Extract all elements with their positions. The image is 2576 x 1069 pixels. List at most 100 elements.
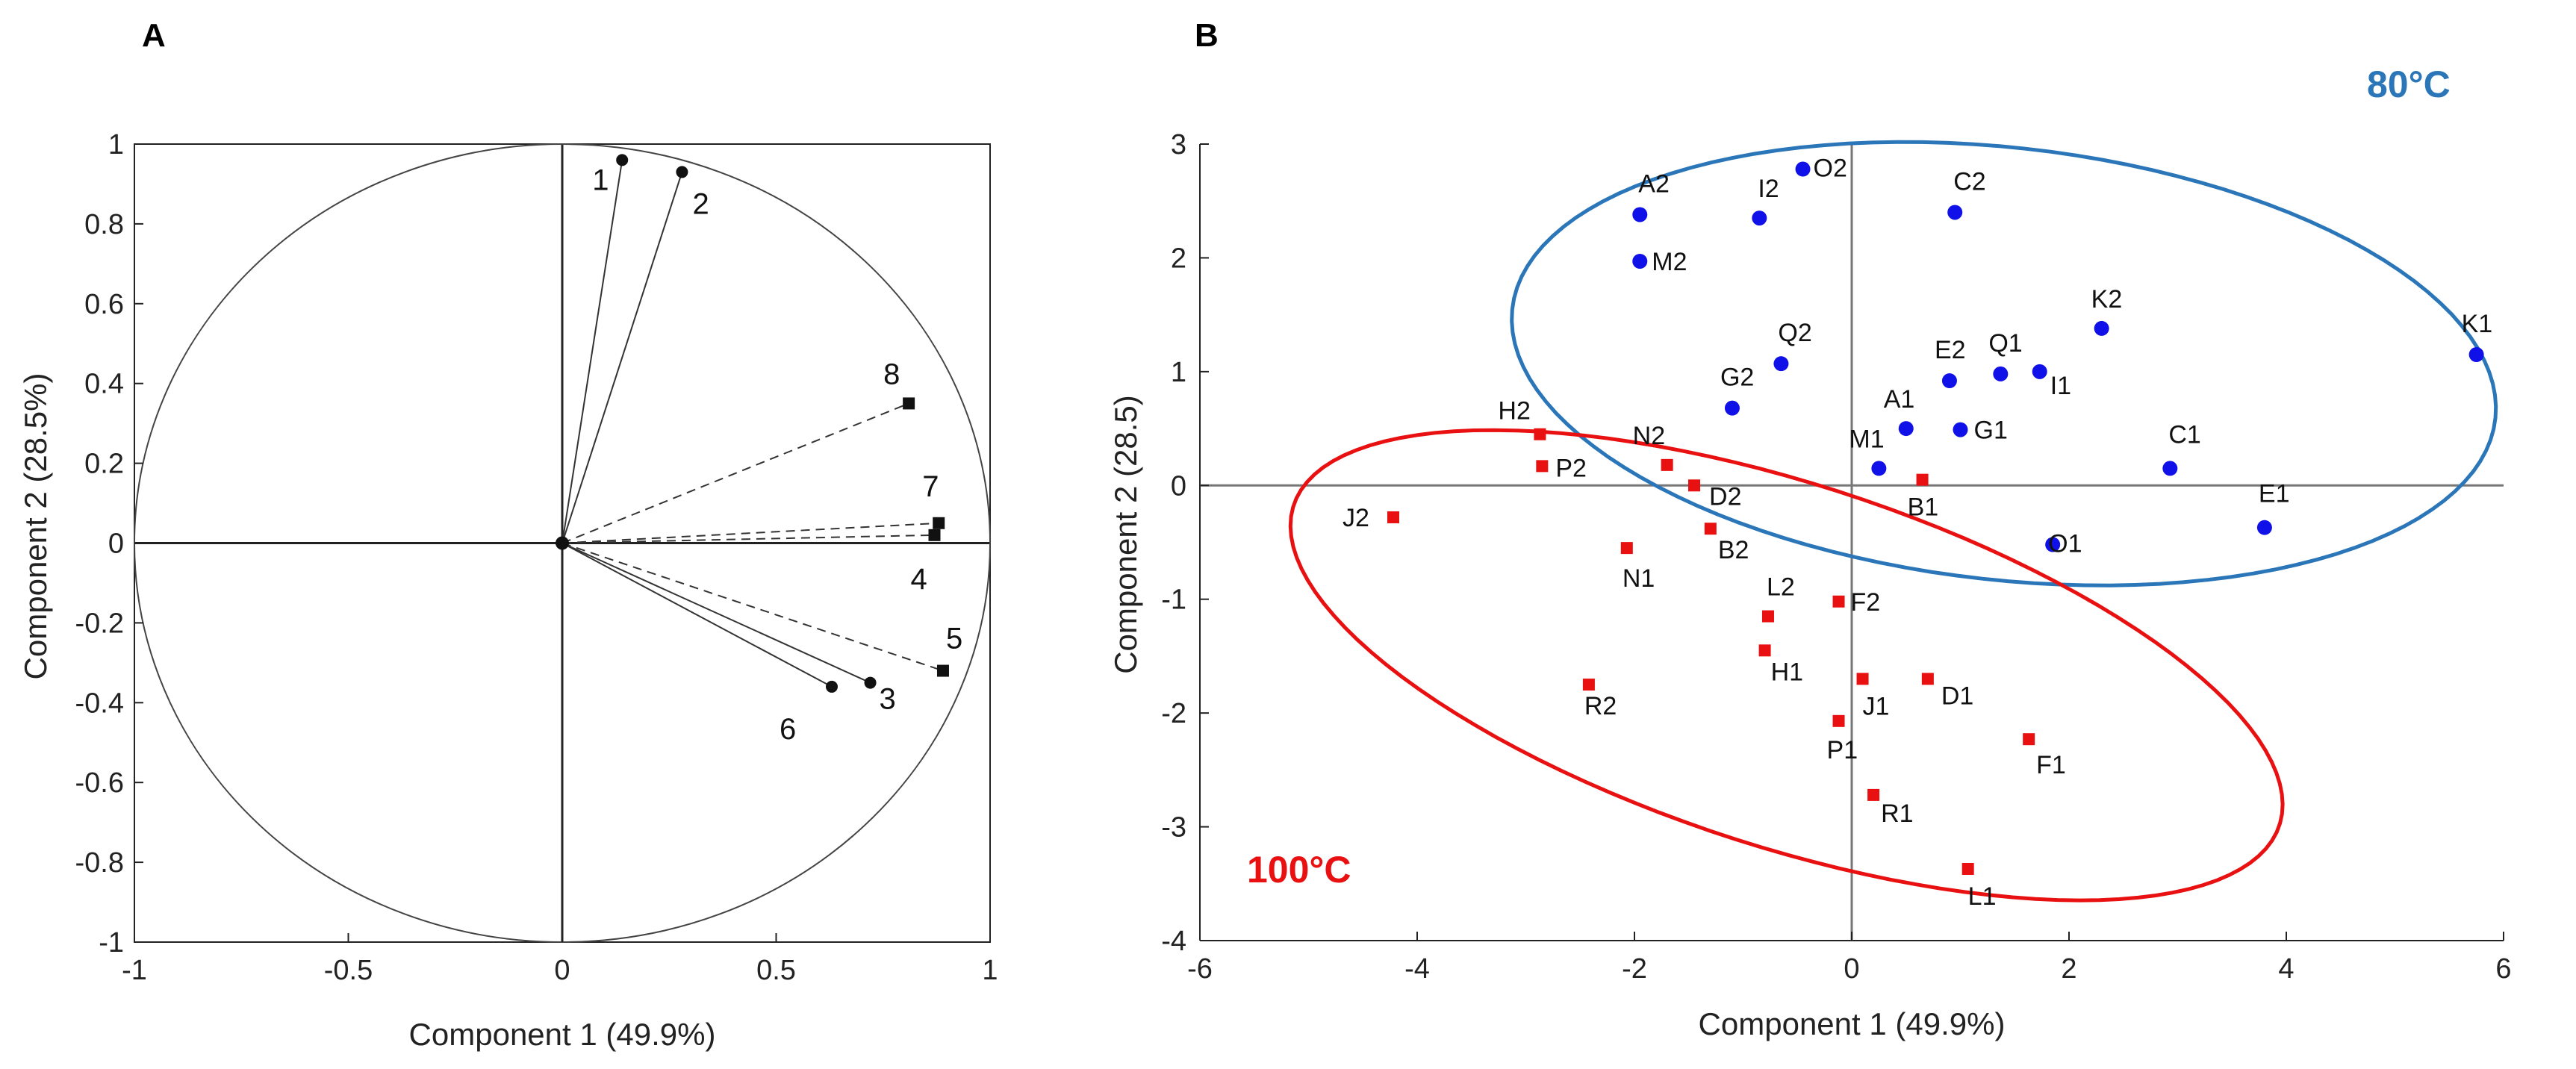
ellipse-100c (1288, 428, 2285, 903)
point-marker-M2 (1632, 254, 1648, 269)
vector-marker-7 (933, 517, 945, 529)
point-label-H2: H2 (1498, 397, 1530, 426)
point-marker-M1 (1871, 461, 1887, 476)
point-marker-K2 (2094, 320, 2109, 336)
point-label-M1: M1 (1849, 425, 1884, 453)
vector-label-7: 7 (922, 470, 939, 503)
point-label-Q1: Q1 (1988, 329, 2022, 358)
panel-a-letter: A (142, 17, 166, 54)
vector-label-2: 2 (692, 187, 709, 220)
point-marker-G2 (1724, 400, 1740, 416)
panel-b-x-tick-label: -6 (1187, 953, 1213, 985)
point-label-O2: O2 (1814, 155, 1847, 183)
panel-a-x-tick-label: 0 (554, 955, 570, 986)
point-marker-R1 (1867, 788, 1880, 801)
point-marker-A1 (1898, 421, 1914, 437)
panel-b-points: A2 O2 I2 C2 M2 K2 K1 Q2 E2 Q1 I1 G2 A1 G1 M1 C1 E1 O1 H2 P2… (1343, 155, 2492, 911)
point-label-B2: B2 (1718, 536, 1749, 564)
point-label-G2: G2 (1720, 364, 1754, 392)
point-label-G1: G1 (1974, 417, 2008, 445)
point-marker-R2 (1582, 679, 1595, 691)
point-marker-Q2 (1773, 356, 1789, 372)
point-marker-F1 (2023, 733, 2035, 746)
point-marker-F2 (1832, 595, 1845, 608)
point-marker-D2 (1688, 479, 1701, 492)
vector-label-1: 1 (592, 163, 609, 196)
ellipse-80c (1510, 140, 2498, 588)
point-label-K1: K1 (2462, 310, 2493, 338)
point-marker-G1 (1953, 422, 1968, 437)
panel-b-y-tick-label: 3 (1171, 129, 1186, 160)
panel-a-x-tick-label: -0.5 (324, 955, 373, 986)
vector-marker-4 (928, 529, 941, 541)
point-marker-C1 (2162, 461, 2178, 476)
point-label-H1: H1 (1771, 658, 1803, 686)
point-label-N1: N1 (1623, 564, 1655, 593)
point-label-J2: J2 (1343, 504, 1369, 532)
point-label-F2: F2 (1851, 588, 1881, 617)
vector-marker-8 (903, 397, 915, 410)
point-marker-J2 (1387, 511, 1399, 523)
panel-a-y-tick-label: 0 (108, 529, 124, 560)
vector-line-5 (561, 542, 944, 672)
panel-a-x-axis-title: Component 1 (49.9%) (409, 1017, 716, 1052)
panel-a-y-tick-label: 0.4 (84, 369, 124, 400)
vector-label-5: 5 (946, 623, 962, 655)
point-label-K2: K2 (2091, 285, 2123, 314)
panel-a-y-tick-label: -1 (99, 927, 124, 959)
panel-b-axes (1199, 144, 2504, 941)
panel-a-origin-marker (556, 536, 569, 550)
point-label-J1: J1 (1863, 692, 1890, 720)
vector-line-6 (561, 542, 833, 688)
point-marker-L1 (1961, 862, 1974, 875)
point-label-L1: L1 (1968, 882, 1997, 911)
point-label-L2: L2 (1767, 573, 1795, 602)
point-label-A2: A2 (1638, 170, 1670, 199)
panel-a-x-tick-label: 1 (982, 955, 998, 986)
point-label-D2: D2 (1709, 482, 1741, 511)
point-marker-B1 (1916, 473, 1929, 486)
point-marker-Q1 (1993, 366, 2009, 381)
point-label-M2: M2 (1652, 248, 1687, 276)
point-marker-N1 (1620, 542, 1633, 555)
point-marker-E2 (1941, 373, 1957, 389)
point-marker-H2 (1534, 428, 1546, 440)
panel-b-x-tick-label: 4 (2278, 953, 2294, 985)
vector-marker-1 (616, 154, 629, 166)
point-marker-L2 (1761, 610, 1774, 623)
vector-marker-5 (936, 664, 949, 677)
vector-line-4 (561, 534, 935, 544)
point-marker-H1 (1758, 644, 1771, 657)
point-marker-O1 (2045, 537, 2061, 552)
point-marker-I2 (1752, 211, 1767, 226)
point-label-R2: R2 (1584, 692, 1617, 720)
panel-b-y-tick-label: -4 (1161, 926, 1186, 957)
panel-b-y-tick-label: -1 (1161, 585, 1186, 616)
panel-a-y-tick-label: -0.8 (75, 847, 124, 879)
point-label-O1: O1 (2048, 530, 2082, 558)
panel-b-x-tick-label: 2 (2061, 953, 2076, 985)
point-marker-E1 (2256, 520, 2272, 535)
panel-a-y-tick-label: 0.6 (84, 289, 124, 320)
point-marker-J1 (1856, 673, 1869, 685)
panel-b-score-plot: A2 O2 I2 C2 M2 K2 K1 Q2 E2 Q1 I1 G2 A1 G1 M1 C1 E1 O1 H2 P2… (1108, 63, 2512, 1041)
vector-line-1 (561, 160, 623, 543)
vector-marker-3 (864, 676, 877, 689)
panel-b-y-tick-label: 1 (1171, 357, 1186, 388)
panel-b-x-axis-title: Component 1 (49.9%) (1699, 1006, 2006, 1041)
vector-marker-6 (825, 680, 838, 693)
panel-b-x-tick-label: -2 (1622, 953, 1647, 985)
vector-line-2 (561, 172, 683, 543)
panel-a-y-tick-label: 1 (108, 129, 124, 160)
point-marker-N2 (1661, 458, 1673, 471)
panel-a-y-tick-label: -0.4 (75, 688, 124, 719)
point-label-N2: N2 (1633, 422, 1665, 450)
point-label-P2: P2 (1555, 454, 1587, 482)
point-marker-D1 (1921, 673, 1934, 685)
panel-b-y-tick-label: -2 (1161, 698, 1186, 729)
point-label-I2: I2 (1758, 175, 1779, 203)
vector-label-4: 4 (911, 563, 927, 596)
vector-marker-2 (676, 166, 688, 178)
point-label-F1: F1 (2036, 751, 2066, 779)
